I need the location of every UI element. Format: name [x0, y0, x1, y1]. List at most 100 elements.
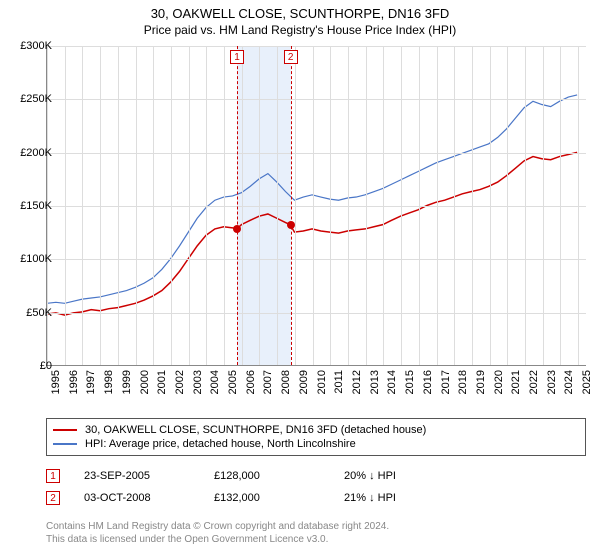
sale-marker-icon: 1: [46, 469, 60, 483]
x-axis-label: 2015: [404, 370, 416, 410]
gridline-h: [47, 313, 586, 314]
x-axis-label: 2008: [280, 370, 292, 410]
x-axis-label: 1998: [103, 370, 115, 410]
legend-label: HPI: Average price, detached house, Nort…: [85, 438, 356, 450]
sale-marker-box: 1: [230, 50, 244, 64]
legend-label: 30, OAKWELL CLOSE, SCUNTHORPE, DN16 3FD …: [85, 424, 426, 436]
chart-plot-area: 12: [46, 46, 586, 366]
gridline-h: [47, 99, 586, 100]
gridline-v: [366, 46, 367, 365]
gridline-v: [383, 46, 384, 365]
sale-marker-box: 2: [284, 50, 298, 64]
chart-title: 30, OAKWELL CLOSE, SCUNTHORPE, DN16 3FD: [0, 0, 600, 21]
x-axis-label: 1997: [85, 370, 97, 410]
sale-price: £128,000: [214, 470, 344, 482]
x-axis-label: 2011: [333, 370, 345, 410]
gridline-v: [295, 46, 296, 365]
sale-marker-dot: [287, 221, 295, 229]
gridline-h: [47, 153, 586, 154]
gridline-v: [437, 46, 438, 365]
sale-marker-line: [237, 46, 238, 365]
x-axis-label: 2025: [581, 370, 593, 410]
sale-marker-dot: [233, 225, 241, 233]
gridline-v: [277, 46, 278, 365]
x-axis-label: 2017: [440, 370, 452, 410]
legend-swatch: [53, 429, 77, 431]
gridline-v: [401, 46, 402, 365]
y-axis-label: £250K: [8, 93, 52, 105]
sale-pct-hpi: 21% ↓ HPI: [344, 492, 474, 504]
gridline-v: [348, 46, 349, 365]
x-axis-label: 2023: [546, 370, 558, 410]
gridline-v: [153, 46, 154, 365]
footer-line: Contains HM Land Registry data © Crown c…: [46, 520, 586, 533]
y-axis-label: £200K: [8, 147, 52, 159]
x-axis-label: 2018: [457, 370, 469, 410]
y-axis-label: £150K: [8, 200, 52, 212]
sale-row: 2 03-OCT-2008 £132,000 21% ↓ HPI: [46, 487, 586, 509]
gridline-v: [454, 46, 455, 365]
sale-marker-line: [291, 46, 292, 365]
footer-line: This data is licensed under the Open Gov…: [46, 533, 586, 546]
x-axis-label: 2016: [422, 370, 434, 410]
x-axis-label: 2024: [563, 370, 575, 410]
gridline-v: [525, 46, 526, 365]
y-axis-label: £0: [8, 360, 52, 372]
gridline-v: [490, 46, 491, 365]
sale-date: 23-SEP-2005: [84, 470, 214, 482]
x-axis-label: 2014: [386, 370, 398, 410]
sale-price: £132,000: [214, 492, 344, 504]
x-axis-label: 2006: [245, 370, 257, 410]
x-axis-label: 2010: [316, 370, 328, 410]
gridline-v: [65, 46, 66, 365]
gridline-v: [578, 46, 579, 365]
x-axis-label: 2020: [493, 370, 505, 410]
gridline-v: [507, 46, 508, 365]
legend-swatch: [53, 443, 77, 445]
x-axis-label: 1995: [50, 370, 62, 410]
sale-marker-icon: 2: [46, 491, 60, 505]
gridline-v: [171, 46, 172, 365]
gridline-v: [419, 46, 420, 365]
x-axis-label: 2000: [139, 370, 151, 410]
x-axis-label: 2022: [528, 370, 540, 410]
gridline-v: [472, 46, 473, 365]
gridline-v: [330, 46, 331, 365]
legend-item: 30, OAKWELL CLOSE, SCUNTHORPE, DN16 3FD …: [53, 423, 579, 437]
x-axis-label: 2007: [262, 370, 274, 410]
gridline-v: [100, 46, 101, 365]
gridline-v: [543, 46, 544, 365]
y-axis-label: £50K: [8, 307, 52, 319]
gridline-v: [313, 46, 314, 365]
x-axis-label: 2002: [174, 370, 186, 410]
x-axis-label: 2021: [510, 370, 522, 410]
gridline-h: [47, 46, 586, 47]
gridline-v: [259, 46, 260, 365]
legend-item: HPI: Average price, detached house, Nort…: [53, 437, 579, 451]
y-axis-label: £100K: [8, 253, 52, 265]
gridline-v: [189, 46, 190, 365]
y-axis-label: £300K: [8, 40, 52, 52]
gridline-v: [224, 46, 225, 365]
x-axis-label: 2013: [369, 370, 381, 410]
chart-container: 30, OAKWELL CLOSE, SCUNTHORPE, DN16 3FD …: [0, 0, 600, 560]
gridline-v: [82, 46, 83, 365]
sale-summary-rows: 1 23-SEP-2005 £128,000 20% ↓ HPI 2 03-OC…: [46, 465, 586, 509]
x-axis-label: 1996: [68, 370, 80, 410]
gridline-h: [47, 259, 586, 260]
gridline-v: [118, 46, 119, 365]
gridline-h: [47, 206, 586, 207]
x-axis-label: 2012: [351, 370, 363, 410]
x-axis-label: 2005: [227, 370, 239, 410]
x-axis-label: 2009: [298, 370, 310, 410]
x-axis-label: 2003: [192, 370, 204, 410]
sale-row: 1 23-SEP-2005 £128,000 20% ↓ HPI: [46, 465, 586, 487]
gridline-v: [206, 46, 207, 365]
x-axis-label: 2004: [209, 370, 221, 410]
sale-pct-hpi: 20% ↓ HPI: [344, 470, 474, 482]
sale-date: 03-OCT-2008: [84, 492, 214, 504]
x-axis-label: 2001: [156, 370, 168, 410]
footer-attribution: Contains HM Land Registry data © Crown c…: [46, 520, 586, 546]
x-axis-label: 2019: [475, 370, 487, 410]
x-axis-label: 1999: [121, 370, 133, 410]
